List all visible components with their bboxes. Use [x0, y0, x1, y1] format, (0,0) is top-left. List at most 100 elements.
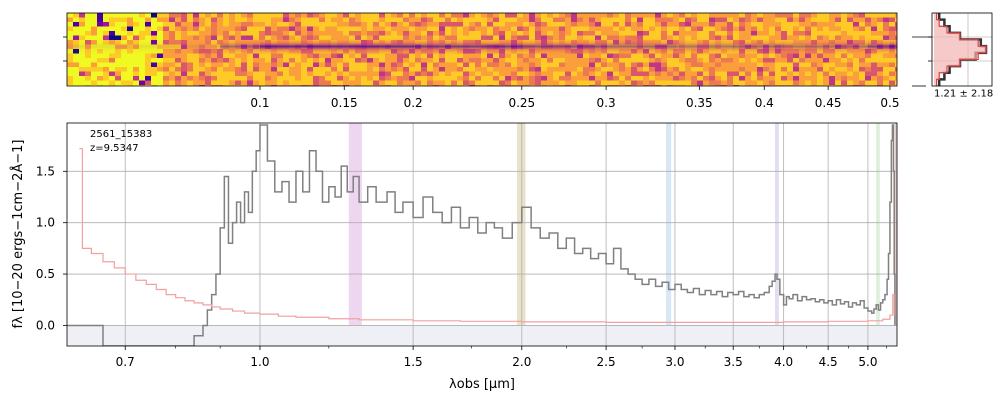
heatmap-cell — [373, 31, 380, 36]
heatmap-cell — [619, 80, 626, 86]
spectrum-1d-frame — [66, 122, 898, 347]
heatmap-cell — [277, 76, 284, 81]
heatmap-cell — [379, 31, 386, 36]
heatmap-cell — [493, 71, 500, 77]
heatmap-cell — [373, 17, 380, 23]
heatmap-cell — [889, 76, 896, 81]
heatmap-cell — [127, 31, 134, 36]
heatmap-cell — [343, 13, 350, 18]
heatmap-cell — [499, 53, 506, 59]
heatmap-cell — [703, 31, 710, 36]
heatmap-cell — [685, 22, 692, 27]
heatmap-cell — [715, 13, 722, 18]
heatmap-cell — [433, 80, 440, 86]
heatmap-cell — [757, 13, 764, 18]
heatmap-cell — [337, 71, 344, 77]
heatmap-cell — [79, 62, 86, 68]
heatmap-cell — [625, 62, 632, 68]
heatmap-cell — [289, 67, 296, 72]
heatmap-cell — [499, 80, 506, 86]
heatmap-cell — [205, 80, 212, 86]
heatmap-cell — [889, 31, 896, 36]
x-tick-label: 1.5 — [404, 355, 423, 369]
heatmap-cell — [223, 22, 230, 27]
heatmap-cell — [631, 17, 638, 23]
heatmap-cell — [109, 80, 116, 86]
heatmap-cell — [319, 13, 326, 18]
heatmap-cell — [727, 13, 734, 18]
heatmap-cell — [157, 22, 164, 27]
heatmap-cell — [235, 62, 242, 68]
heatmap-cell — [103, 80, 110, 86]
heatmap-cell — [451, 31, 458, 36]
profile-frame — [931, 12, 993, 87]
heatmap-x-tick-label: 0.1 — [250, 96, 269, 110]
heatmap-cell — [661, 80, 668, 86]
heatmap-cell — [733, 71, 740, 77]
heatmap-cell — [817, 58, 824, 63]
heatmap-cell — [439, 22, 446, 27]
heatmap-cell — [541, 58, 548, 63]
heatmap-cell — [313, 31, 320, 36]
heatmap-cell — [229, 71, 236, 77]
heatmap-cell — [637, 53, 644, 59]
heatmap-cell — [487, 58, 494, 63]
heatmap-cell — [691, 13, 698, 18]
heatmap-cell — [817, 26, 824, 32]
heatmap-cell — [703, 13, 710, 18]
heatmap-cell — [613, 53, 620, 59]
heatmap-cell — [589, 31, 596, 36]
heatmap-cell — [283, 80, 290, 86]
heatmap-cell — [643, 71, 650, 77]
heatmap-cell — [649, 58, 656, 63]
heatmap-cell — [697, 71, 704, 77]
heatmap-cell — [121, 26, 128, 32]
heatmap-cell — [811, 80, 818, 86]
heatmap-cell — [697, 17, 704, 23]
spectrum-2d-x-ticks: 0.1 0.15 0.2 0.25 0.3 0.35 0.4 0.45 0.5 — [250, 86, 899, 110]
heatmap-cell — [451, 22, 458, 27]
heatmap-cell — [589, 58, 596, 63]
heatmap-cell — [343, 31, 350, 36]
heatmap-cell — [499, 85, 506, 86]
heatmap-cell — [373, 53, 380, 59]
heatmap-cell — [679, 26, 686, 32]
heatmap-cell — [247, 80, 254, 86]
heatmap-cell — [277, 31, 284, 36]
heatmap-cell — [289, 17, 296, 23]
line-band — [775, 123, 779, 346]
heatmap-cell — [283, 58, 290, 63]
heatmap-cell — [685, 62, 692, 68]
heatmap-cell — [895, 62, 897, 68]
heatmap-cell — [325, 62, 332, 68]
heatmap-cell — [835, 31, 842, 36]
heatmap-cell — [829, 85, 836, 86]
heatmap-cell — [631, 67, 638, 72]
heatmap-cell — [385, 67, 392, 72]
heatmap-cell — [703, 58, 710, 63]
heatmap-cell — [781, 71, 788, 77]
heatmap-cell — [157, 13, 164, 18]
heatmap-cell — [649, 13, 656, 18]
heatmap-cell — [775, 13, 782, 18]
object-id: 2561_15383 — [90, 129, 152, 140]
heatmap-cell — [151, 13, 158, 18]
heatmap-cell — [439, 76, 446, 81]
heatmap-cell — [91, 17, 98, 23]
heatmap-cell — [151, 53, 158, 59]
heatmap-cell — [697, 31, 704, 36]
heatmap-cell — [847, 80, 854, 86]
heatmap-cell — [115, 67, 122, 72]
heatmap-cell — [253, 62, 260, 68]
heatmap-cell — [865, 76, 872, 81]
heatmap-cell — [457, 22, 464, 27]
heatmap-cell — [775, 26, 782, 32]
heatmap-cell — [403, 22, 410, 27]
heatmap-cell — [757, 53, 764, 59]
heatmap-cell — [463, 80, 470, 86]
heatmap-cell — [523, 58, 530, 63]
heatmap-cell — [547, 80, 554, 86]
heatmap-cell — [865, 13, 872, 18]
heatmap-cell — [469, 85, 476, 86]
heatmap-cell — [853, 13, 860, 18]
